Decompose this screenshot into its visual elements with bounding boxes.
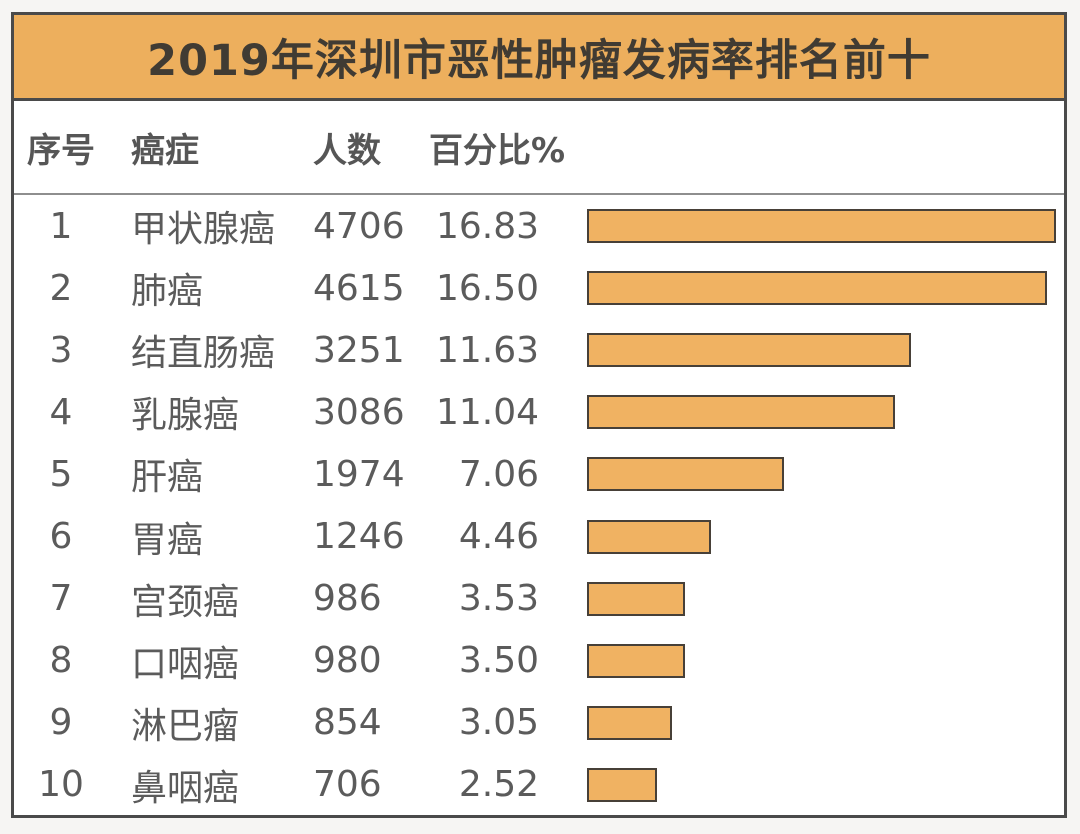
table-row: 6 胃癌 1246 4.46	[14, 505, 1064, 567]
bar-cell	[539, 568, 1064, 630]
cancer-cell: 乳腺癌	[131, 395, 240, 437]
table-row: 10 鼻咽癌 706 2.52	[14, 754, 1064, 816]
page-title: 2019年深圳市恶性肿瘤发病率排名前十	[147, 35, 931, 86]
rank-cell: 5	[49, 453, 73, 495]
col-header-percent: 百分比%	[429, 130, 566, 171]
percent-cell: 16.50	[435, 267, 539, 309]
col-header-count: 人数	[313, 130, 381, 171]
rank-cell: 10	[38, 764, 84, 806]
col-header-rank: 序号	[27, 130, 95, 171]
table-row: 8 口咽癌 980 3.50	[14, 630, 1064, 692]
percent-bar	[587, 333, 911, 368]
bar-cell	[539, 505, 1064, 567]
rank-cell: 6	[49, 516, 73, 558]
rank-cell: 9	[49, 702, 73, 744]
bar-cell	[539, 754, 1064, 816]
cancer-cell: 肺癌	[131, 271, 204, 313]
percent-cell: 3.50	[458, 640, 539, 682]
table-row: 2 肺癌 4615 16.50	[14, 257, 1064, 319]
col-header-bar-spacer	[539, 101, 1064, 193]
count-cell: 854	[313, 702, 382, 744]
rank-cell: 3	[49, 329, 73, 371]
table-row: 9 淋巴瘤 854 3.05	[14, 692, 1064, 754]
count-cell: 3251	[313, 329, 405, 371]
count-cell: 1974	[313, 453, 405, 495]
count-cell: 986	[313, 578, 382, 620]
table-row: 5 肝癌 1974 7.06	[14, 443, 1064, 505]
percent-bar	[587, 209, 1056, 244]
percent-cell: 11.63	[435, 329, 539, 371]
percent-cell: 11.04	[435, 391, 539, 433]
percent-bar	[587, 767, 657, 802]
rank-cell: 7	[49, 578, 73, 620]
cancer-cell: 胃癌	[131, 519, 204, 561]
rank-cell: 2	[49, 267, 73, 309]
bar-cell	[539, 257, 1064, 319]
table-row: 7 宫颈癌 986 3.53	[14, 568, 1064, 630]
bar-cell	[539, 630, 1064, 692]
cancer-cell: 甲状腺癌	[131, 209, 276, 251]
cancer-cell: 口咽癌	[131, 643, 240, 685]
cancer-cell: 淋巴瘤	[131, 705, 240, 747]
title-band: 2019年深圳市恶性肿瘤发病率排名前十	[14, 15, 1064, 101]
rank-cell: 4	[49, 391, 73, 433]
count-cell: 4615	[313, 267, 405, 309]
table-row: 3 结直肠癌 3251 11.63	[14, 319, 1064, 381]
bar-cell	[539, 319, 1064, 381]
cancer-cell: 结直肠癌	[131, 333, 276, 375]
cancer-cell: 肝癌	[131, 457, 204, 499]
ranking-table-card: 2019年深圳市恶性肿瘤发病率排名前十 序号 癌症 人数 百分比% 1 甲状腺癌…	[11, 12, 1067, 818]
rank-cell: 8	[49, 640, 73, 682]
bar-cell	[539, 381, 1064, 443]
percent-cell: 3.53	[458, 578, 539, 620]
percent-bar	[587, 519, 711, 554]
bar-cell	[539, 443, 1064, 505]
percent-bar	[587, 271, 1047, 306]
percent-cell: 2.52	[458, 764, 539, 806]
bar-cell	[539, 692, 1064, 754]
percent-cell: 7.06	[458, 453, 539, 495]
percent-cell: 4.46	[458, 516, 539, 558]
percent-bar	[587, 457, 784, 492]
count-cell: 3086	[313, 391, 405, 433]
count-cell: 706	[313, 764, 382, 806]
rank-cell: 1	[49, 205, 73, 247]
cancer-cell: 宫颈癌	[131, 581, 240, 623]
count-cell: 980	[313, 640, 382, 682]
count-cell: 4706	[313, 205, 405, 247]
percent-bar	[587, 395, 895, 430]
table-row: 1 甲状腺癌 4706 16.83	[14, 195, 1064, 257]
percent-cell: 3.05	[458, 702, 539, 744]
table-row: 4 乳腺癌 3086 11.04	[14, 381, 1064, 443]
bar-cell	[539, 195, 1064, 257]
table-body: 1 甲状腺癌 4706 16.83 2 肺癌 4615 16.50 3 结直肠癌…	[14, 195, 1064, 816]
percent-bar	[587, 581, 685, 616]
cancer-cell: 鼻咽癌	[131, 767, 240, 809]
col-header-cancer: 癌症	[131, 130, 199, 171]
percent-bar	[587, 705, 672, 740]
percent-bar	[587, 643, 685, 678]
percent-cell: 16.83	[435, 205, 539, 247]
count-cell: 1246	[313, 516, 405, 558]
table-header-row: 序号 癌症 人数 百分比%	[14, 101, 1064, 195]
